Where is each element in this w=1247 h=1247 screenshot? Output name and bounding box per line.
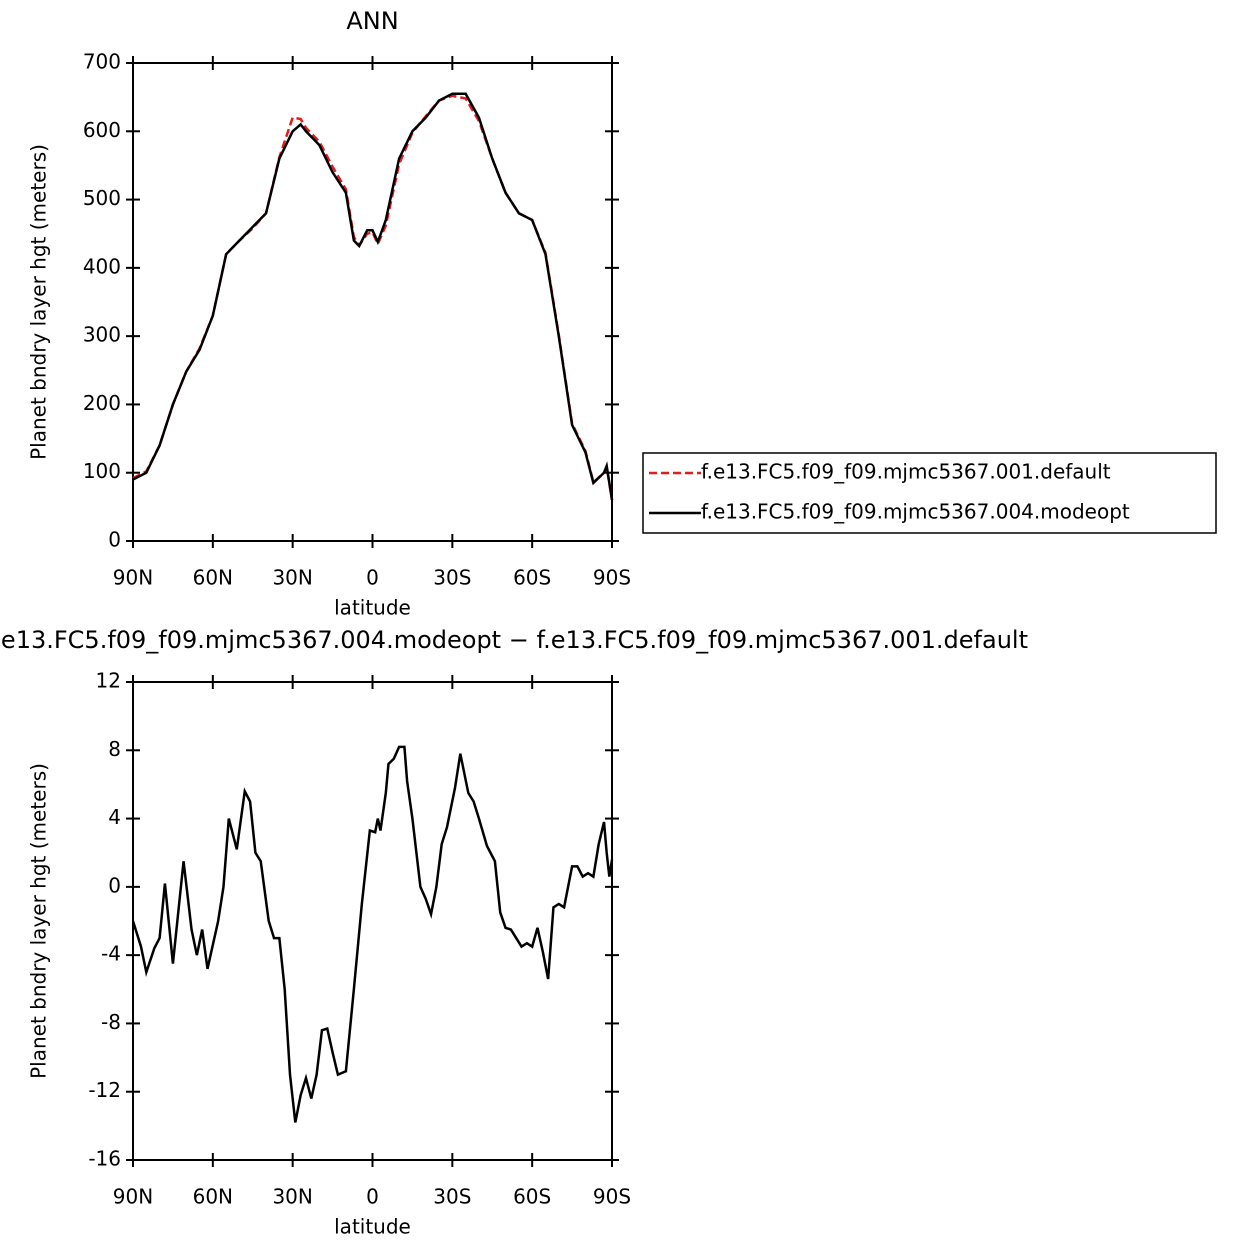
x-axis-label: latitude — [334, 596, 411, 620]
x-tick-label: 30S — [433, 1185, 471, 1209]
y-tick-label: -8 — [101, 1010, 121, 1034]
x-tick-label: 60N — [193, 1185, 233, 1209]
series-line — [132, 94, 614, 501]
y-axis-label: Planet bndry layer hgt (meters) — [27, 763, 51, 1079]
y-axis-label: Planet bndry layer hgt (meters) — [27, 144, 51, 460]
chart-title: ANN — [346, 7, 398, 35]
legend-label: f.e13.FC5.f09_f09.mjmc5367.001.default — [701, 460, 1111, 484]
x-tick-label: 0 — [366, 566, 379, 590]
legend-label: f.e13.FC5.f09_f09.mjmc5367.004.modeopt — [701, 500, 1130, 524]
legend-box — [642, 452, 1217, 534]
y-tick-label: -12 — [88, 1078, 121, 1102]
x-tick-label: 30S — [433, 566, 471, 590]
series-line — [132, 92, 614, 501]
y-tick-label: 400 — [83, 254, 121, 278]
y-tick-label: 200 — [83, 391, 121, 415]
y-tick-label: 0 — [108, 528, 121, 552]
y-tick-label: 0 — [108, 873, 121, 897]
x-tick-label: 60S — [513, 1185, 551, 1209]
x-axis-label: latitude — [334, 1215, 411, 1239]
chart-title: f.e13.FC5.f09_f09.mjmc5367.004.modeopt −… — [0, 626, 1028, 654]
x-tick-label: 60N — [193, 566, 233, 590]
y-tick-label: 500 — [83, 186, 121, 210]
y-tick-label: 700 — [83, 50, 121, 74]
x-tick-label: 90N — [113, 566, 153, 590]
plot-frame — [132, 62, 613, 542]
y-tick-label: 4 — [108, 805, 121, 829]
y-tick-label: -16 — [88, 1147, 121, 1171]
x-tick-label: 90S — [593, 1185, 631, 1209]
x-tick-label: 30N — [272, 1185, 312, 1209]
x-tick-label: 90N — [113, 1185, 153, 1209]
x-tick-label: 60S — [513, 566, 551, 590]
y-tick-label: 600 — [83, 118, 121, 142]
y-tick-label: 12 — [96, 669, 121, 693]
plot-frame — [132, 681, 613, 1161]
y-tick-label: 100 — [83, 459, 121, 483]
series-line — [131, 745, 614, 1123]
y-tick-label: 8 — [108, 737, 121, 761]
x-tick-label: 30N — [272, 566, 312, 590]
x-tick-label: 0 — [366, 1185, 379, 1209]
x-tick-label: 90S — [593, 566, 631, 590]
y-tick-label: 300 — [83, 323, 121, 347]
y-tick-label: -4 — [101, 942, 121, 966]
